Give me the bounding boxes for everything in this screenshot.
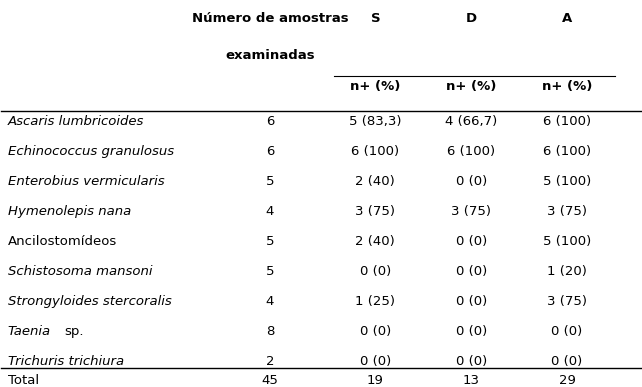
Text: 0 (0): 0 (0) (360, 325, 391, 338)
Text: 3 (75): 3 (75) (355, 205, 395, 218)
Text: 2: 2 (266, 355, 274, 368)
Text: 6: 6 (266, 145, 274, 158)
Text: 0 (0): 0 (0) (551, 355, 583, 368)
Text: 19: 19 (367, 374, 384, 387)
Text: Número de amostras: Número de amostras (191, 12, 348, 26)
Text: Trichuris trichiura: Trichuris trichiura (8, 355, 124, 368)
Text: 0 (0): 0 (0) (456, 355, 487, 368)
Text: 3 (75): 3 (75) (547, 295, 587, 308)
Text: 2 (40): 2 (40) (356, 175, 395, 188)
Text: D: D (465, 12, 477, 26)
Text: 45: 45 (261, 374, 278, 387)
Text: 8: 8 (266, 325, 274, 338)
Text: 13: 13 (463, 374, 480, 387)
Text: Echinococcus granulosus: Echinococcus granulosus (8, 145, 174, 158)
Text: Strongyloides stercoralis: Strongyloides stercoralis (8, 295, 171, 308)
Text: S: S (370, 12, 380, 26)
Text: 5 (100): 5 (100) (543, 235, 591, 248)
Text: 0 (0): 0 (0) (456, 235, 487, 248)
Text: Taenia: Taenia (8, 325, 51, 338)
Text: 5: 5 (266, 235, 274, 248)
Text: 4: 4 (266, 205, 274, 218)
Text: 0 (0): 0 (0) (456, 295, 487, 308)
Text: Total: Total (8, 374, 39, 387)
Text: 0 (0): 0 (0) (456, 175, 487, 188)
Text: Hymenolepis nana: Hymenolepis nana (8, 205, 131, 218)
Text: 0 (0): 0 (0) (456, 265, 487, 278)
Text: 3 (75): 3 (75) (547, 205, 587, 218)
Text: 5: 5 (266, 265, 274, 278)
Text: Ascaris lumbricoides: Ascaris lumbricoides (8, 115, 144, 128)
Text: n+ (%): n+ (%) (542, 80, 593, 93)
Text: n+ (%): n+ (%) (446, 80, 496, 93)
Text: 6: 6 (266, 115, 274, 128)
Text: 5 (100): 5 (100) (543, 175, 591, 188)
Text: sp.: sp. (64, 325, 83, 338)
Text: 4: 4 (266, 295, 274, 308)
Text: Ancilostomídeos: Ancilostomídeos (8, 235, 117, 248)
Text: Schistosoma mansoni: Schistosoma mansoni (8, 265, 152, 278)
Text: 5: 5 (266, 175, 274, 188)
Text: n+ (%): n+ (%) (350, 80, 401, 93)
Text: 1 (25): 1 (25) (355, 295, 395, 308)
Text: 2 (40): 2 (40) (356, 235, 395, 248)
Text: 4 (66,7): 4 (66,7) (445, 115, 498, 128)
Text: Enterobius vermicularis: Enterobius vermicularis (8, 175, 164, 188)
Text: 6 (100): 6 (100) (447, 145, 495, 158)
Text: 1 (20): 1 (20) (547, 265, 587, 278)
Text: 5 (83,3): 5 (83,3) (349, 115, 402, 128)
Text: 0 (0): 0 (0) (360, 265, 391, 278)
Text: 3 (75): 3 (75) (451, 205, 491, 218)
Text: 0 (0): 0 (0) (551, 325, 583, 338)
Text: A: A (562, 12, 572, 26)
Text: 6 (100): 6 (100) (543, 115, 591, 128)
Text: examinadas: examinadas (225, 49, 315, 62)
Text: 0 (0): 0 (0) (360, 355, 391, 368)
Text: 0 (0): 0 (0) (456, 325, 487, 338)
Text: 6 (100): 6 (100) (351, 145, 399, 158)
Text: 29: 29 (559, 374, 575, 387)
Text: 6 (100): 6 (100) (543, 145, 591, 158)
